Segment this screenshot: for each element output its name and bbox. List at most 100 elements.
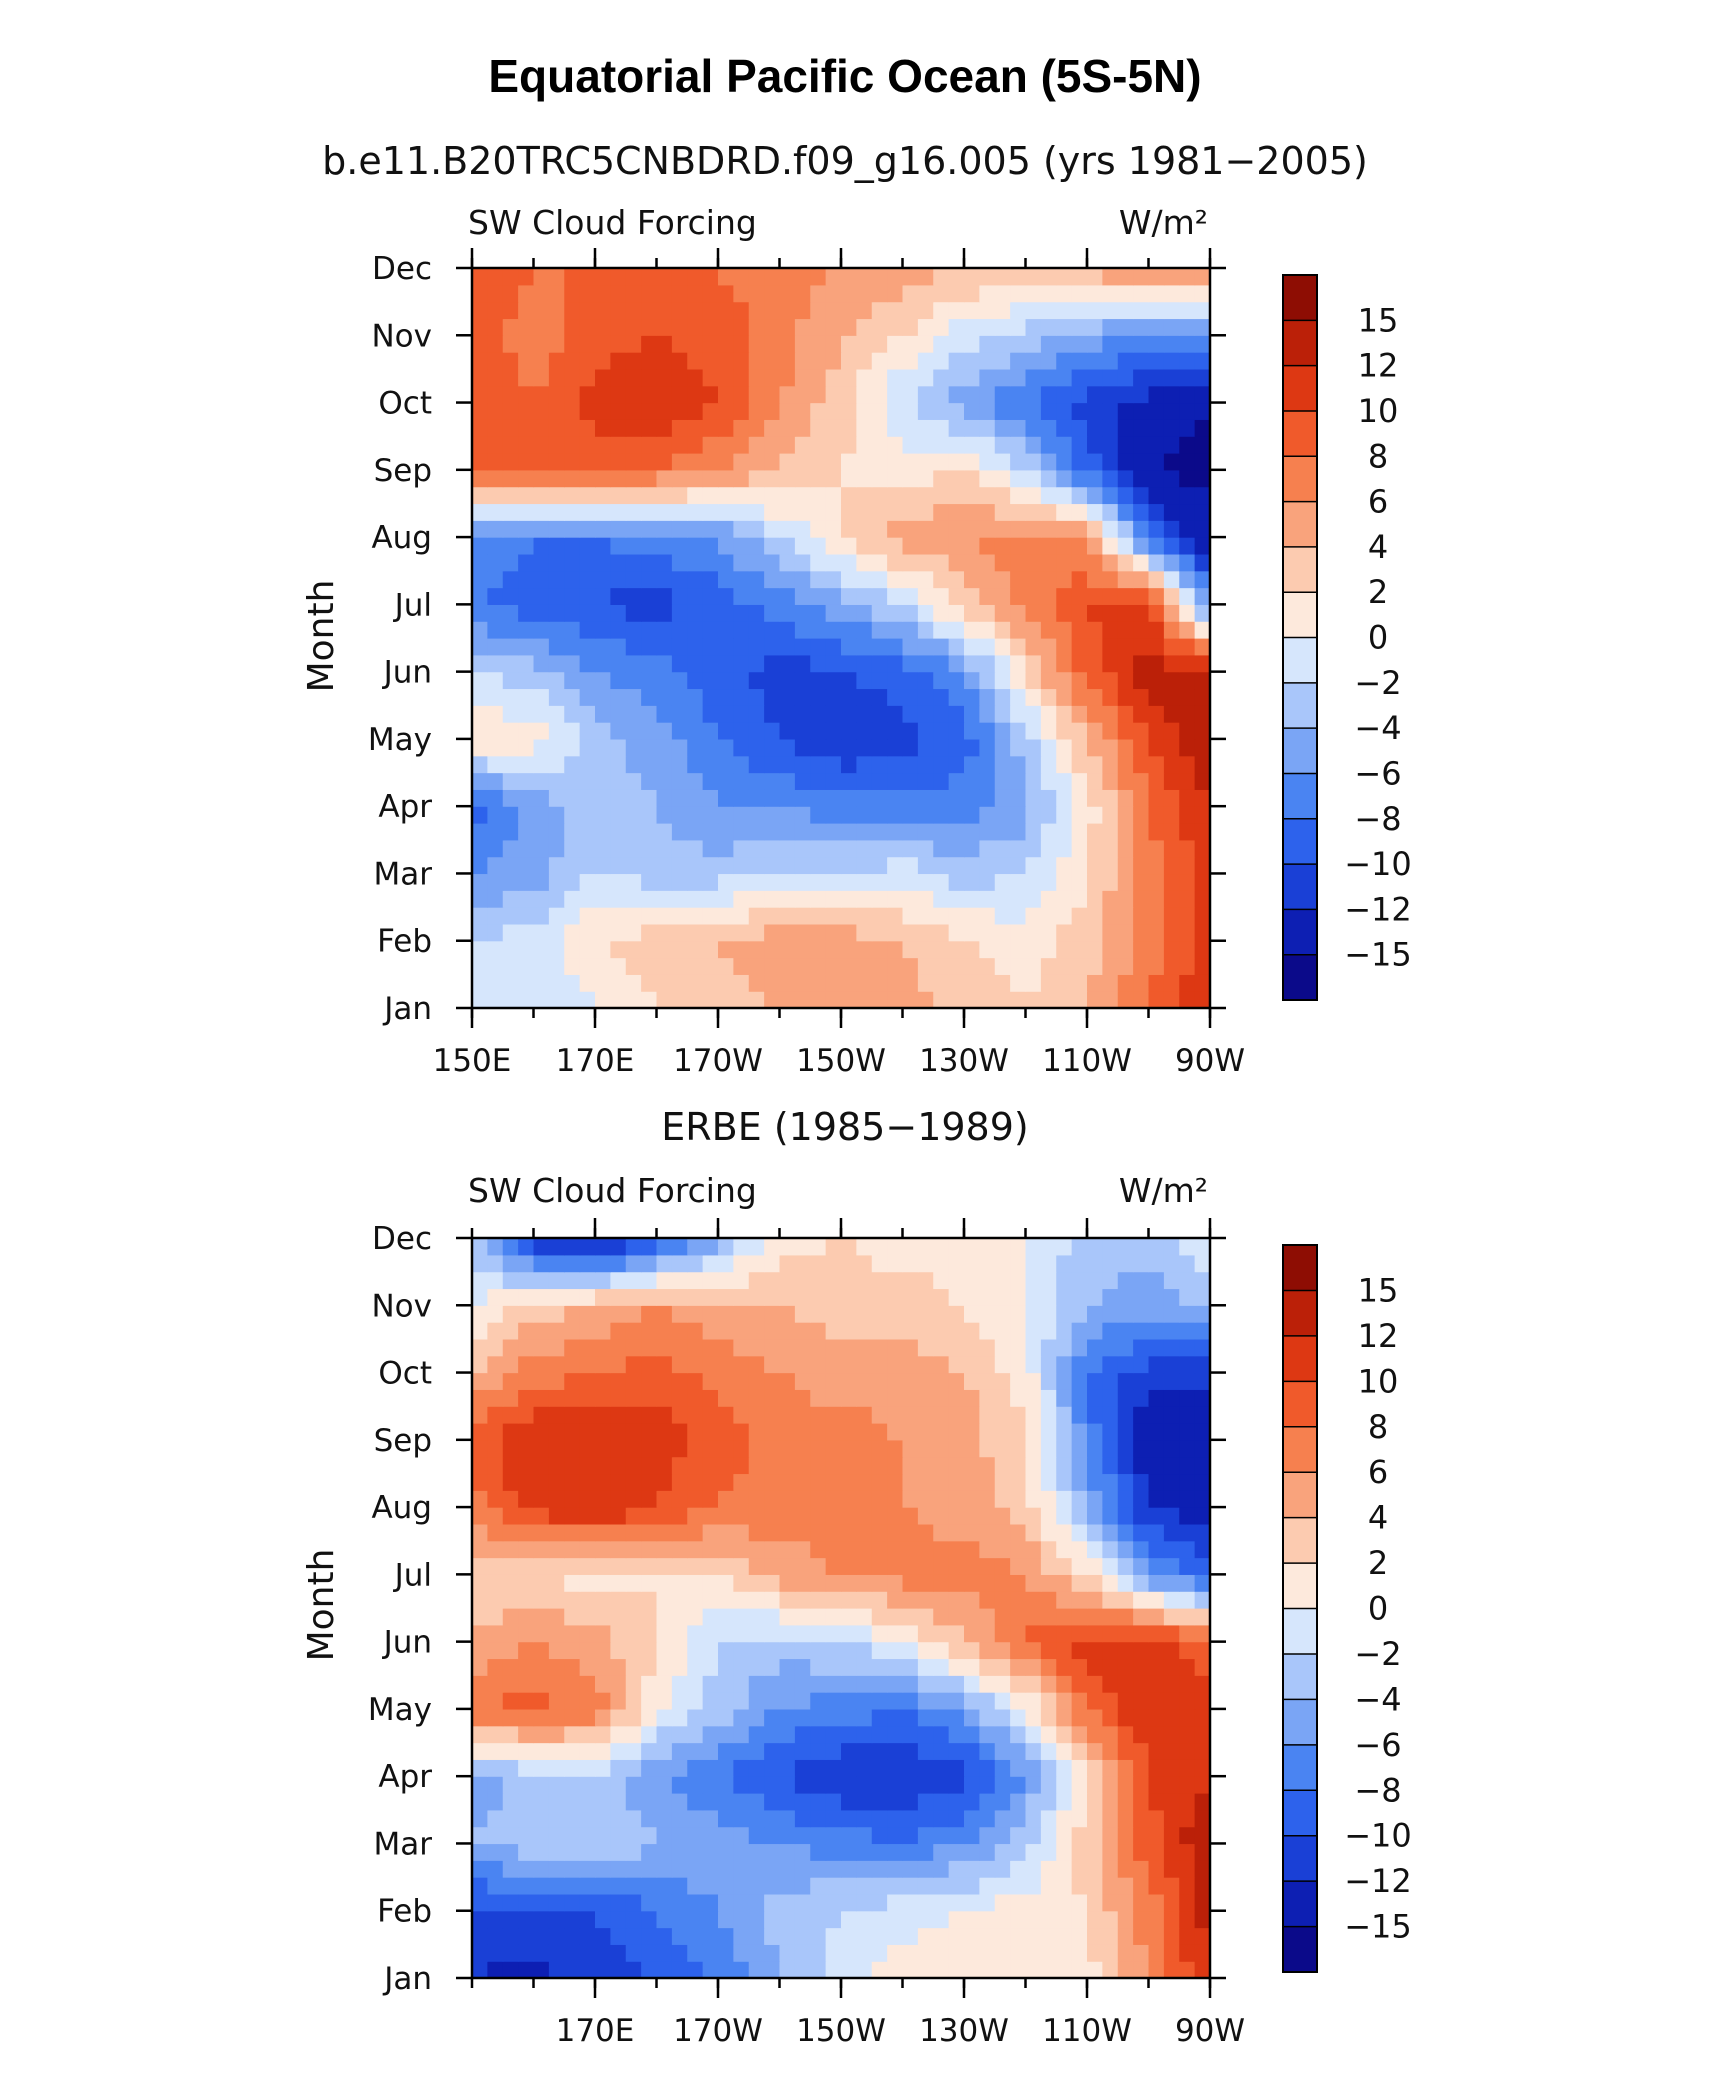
- heatmap-cell: [625, 402, 642, 420]
- heatmap-cell: [564, 873, 581, 891]
- heatmap-cell: [610, 1557, 627, 1575]
- heatmap-cell: [964, 856, 980, 875]
- heatmap-cell: [733, 385, 750, 404]
- heatmap-cell: [1194, 1523, 1211, 1542]
- heatmap-cell: [933, 1641, 950, 1660]
- heatmap-cell: [1102, 1271, 1119, 1290]
- heatmap-cell: [1163, 419, 1180, 437]
- heatmap-cell: [979, 1423, 996, 1441]
- heatmap-cell: [595, 705, 611, 723]
- heatmap-cell: [1087, 940, 1103, 959]
- heatmap-cell: [917, 1708, 934, 1727]
- heatmap-cell: [994, 1877, 1011, 1895]
- heatmap-cell: [871, 503, 888, 521]
- heatmap-cell: [1071, 789, 1088, 807]
- heatmap-cell: [1163, 823, 1180, 841]
- heatmap-cell: [871, 537, 888, 555]
- heatmap-cell: [579, 368, 596, 387]
- heatmap-cell: [994, 1641, 1011, 1660]
- colorbar-box: [1283, 501, 1317, 548]
- heatmap-cell: [1010, 638, 1027, 656]
- heatmap-cell: [917, 755, 934, 774]
- heatmap-cell: [1025, 1254, 1042, 1273]
- heatmap-cell: [779, 284, 796, 303]
- heatmap-cell: [1010, 318, 1027, 336]
- heatmap-cell: [472, 1961, 488, 1979]
- heatmap-cell: [887, 1843, 904, 1861]
- heatmap-cell: [902, 352, 919, 370]
- heatmap-cell: [1163, 806, 1180, 824]
- heatmap-cell: [994, 604, 1011, 622]
- heatmap-cell: [518, 1843, 535, 1861]
- heatmap-cell: [917, 1759, 934, 1777]
- heatmap-cell: [994, 368, 1011, 387]
- heatmap-cell: [871, 1288, 888, 1306]
- heatmap-cell: [702, 772, 719, 790]
- heatmap-cell: [702, 1624, 719, 1643]
- heatmap-cell: [548, 856, 565, 875]
- heatmap-cell: [1117, 1742, 1134, 1760]
- heatmap-cell: [794, 1355, 811, 1374]
- heatmap-cell: [610, 1742, 627, 1760]
- heatmap-cell: [579, 705, 596, 723]
- heatmap-cell: [841, 638, 857, 656]
- heatmap-cell: [1010, 1961, 1027, 1979]
- heatmap-cell: [1179, 940, 1196, 959]
- heatmap-cell: [948, 1675, 965, 1693]
- heatmap-cell: [794, 1759, 811, 1777]
- heatmap-cell: [764, 1658, 781, 1676]
- heatmap-cell: [994, 1809, 1011, 1828]
- heatmap-cell: [856, 1675, 873, 1693]
- heatmap-cell: [533, 839, 550, 858]
- heatmap-cell: [810, 722, 827, 740]
- heatmap-cell: [656, 991, 673, 1009]
- heatmap-cell: [810, 1658, 827, 1676]
- heatmap-cell: [748, 1238, 765, 1256]
- heatmap-cell: [917, 1406, 934, 1424]
- heatmap-cell: [1194, 1355, 1211, 1374]
- heatmap-cell: [671, 1439, 688, 1458]
- heatmap-cell: [625, 1658, 642, 1676]
- heatmap-cell: [856, 1406, 873, 1424]
- heatmap-cell: [671, 1523, 688, 1542]
- heatmap-cell: [579, 1288, 596, 1306]
- heatmap-cell: [1117, 553, 1134, 572]
- heatmap-cell: [764, 537, 781, 555]
- heatmap-cell: [810, 284, 827, 303]
- heatmap-cell: [1040, 486, 1057, 505]
- heatmap-cell: [902, 570, 919, 589]
- heatmap-cell: [472, 1473, 488, 1491]
- heatmap-cell: [994, 1490, 1011, 1508]
- heatmap-cell: [764, 1439, 781, 1458]
- heatmap-cell: [1194, 436, 1211, 454]
- heatmap-cell: [548, 1338, 565, 1357]
- heatmap-cell: [1040, 1389, 1057, 1407]
- heatmap-cell: [472, 1641, 488, 1660]
- heatmap-cell: [994, 570, 1011, 589]
- heatmap-cell: [933, 688, 950, 706]
- heatmap-cell: [1179, 1776, 1196, 1794]
- heatmap-cell: [564, 1574, 581, 1592]
- heatmap-cell: [948, 923, 965, 942]
- heatmap-cell: [748, 335, 765, 353]
- heatmap-cell: [779, 520, 796, 538]
- heatmap-cell: [641, 1338, 658, 1357]
- heatmap-cell: [625, 520, 642, 538]
- heatmap-cell: [702, 604, 719, 622]
- heatmap-cell: [671, 1658, 688, 1676]
- heatmap-cell: [764, 1944, 781, 1962]
- heatmap-cell: [948, 1961, 965, 1979]
- heatmap-cell: [764, 1238, 781, 1256]
- heatmap-cell: [810, 1961, 827, 1979]
- heatmap-cell: [856, 722, 873, 740]
- heatmap-cell: [487, 1591, 504, 1609]
- heatmap-cell: [718, 638, 734, 656]
- heatmap-cell: [595, 1423, 611, 1441]
- heatmap-cell: [825, 604, 842, 622]
- heatmap-cell: [1102, 604, 1119, 622]
- heatmap-cell: [1087, 1423, 1103, 1441]
- heatmap-cell: [1117, 1507, 1134, 1525]
- heatmap-cell: [841, 352, 857, 370]
- heatmap-cell: [687, 1860, 704, 1878]
- heatmap-cell: [917, 638, 934, 656]
